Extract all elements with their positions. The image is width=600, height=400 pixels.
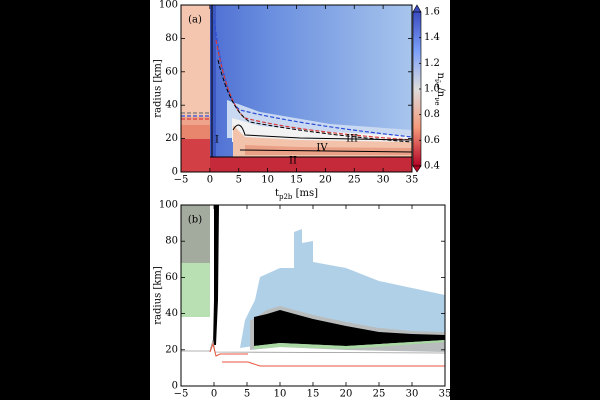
colorbar-tick-label: 0.8 xyxy=(424,109,440,120)
region-label: IV xyxy=(316,143,328,154)
y-tick-label: 60 xyxy=(165,66,178,77)
x-tick-label: 35 xyxy=(406,175,419,186)
colorbar-tick-label: 1.4 xyxy=(424,32,440,43)
side-bar xyxy=(450,0,600,400)
y-tick-label: 20 xyxy=(165,344,178,355)
y-tick-label: 80 xyxy=(165,33,178,44)
x-tick-label: 30 xyxy=(406,389,419,400)
side-bar xyxy=(0,0,150,400)
x-tick-label: 25 xyxy=(373,389,386,400)
colorbar-label-part: n xyxy=(436,72,447,79)
colorbar-tick-label: 1.2 xyxy=(424,58,440,69)
x-tick-label: 10 xyxy=(274,389,287,400)
x-axis-label-part: p2b xyxy=(279,193,293,201)
colorbar-label-part: νe xyxy=(433,97,441,105)
contour-field-a xyxy=(181,5,412,172)
panel-label: (a) xyxy=(188,15,202,26)
x-tick-label: 0 xyxy=(207,175,213,186)
x-axis-label: tp2b [ms] xyxy=(275,188,318,202)
region-label: I xyxy=(215,135,219,146)
y-tick-label: 40 xyxy=(165,308,178,319)
x-axis-label-part: t xyxy=(275,188,279,199)
x-tick-label: −5 xyxy=(174,175,189,186)
x-tick-label: 10 xyxy=(261,175,274,186)
y-tick-label: 100 xyxy=(159,200,178,211)
x-axis-label-part: [ms] xyxy=(292,188,318,199)
panel-label: (b) xyxy=(188,215,202,226)
x-tick-label: 20 xyxy=(340,389,353,400)
colorbar-tick-label: 0.6 xyxy=(424,135,440,146)
x-tick-label: −5 xyxy=(174,389,189,400)
colorbar-tick-label: 0.4 xyxy=(424,161,440,172)
y-tick-label: 0 xyxy=(172,167,178,178)
colorbar-label-part: ν̄e xyxy=(433,79,441,87)
y-axis-label: radius [km] xyxy=(153,59,164,118)
y-tick-label: 0 xyxy=(172,381,178,392)
region-label: III xyxy=(346,134,358,145)
y-tick-label: 60 xyxy=(165,272,178,283)
contour-field-b xyxy=(181,205,445,367)
y-tick-label: 40 xyxy=(165,100,178,111)
y-axis-label: radius [km] xyxy=(153,266,164,325)
y-tick-label: 100 xyxy=(159,0,178,11)
x-tick-label: 30 xyxy=(377,175,390,186)
colorbar-extend xyxy=(412,165,422,173)
x-tick-label: 25 xyxy=(348,175,361,186)
colorbar-label: nν̄e/nνe xyxy=(433,72,447,105)
region-label: II xyxy=(289,156,297,167)
colorbar-tick-label: 1.0 xyxy=(424,84,440,95)
x-tick-label: 15 xyxy=(307,389,320,400)
x-tick-label: 5 xyxy=(244,389,250,400)
x-tick-label: 15 xyxy=(290,175,303,186)
x-tick-label: 20 xyxy=(319,175,332,186)
x-tick-label: 35 xyxy=(439,389,452,400)
x-tick-label: 0 xyxy=(211,389,217,400)
colorbar-tick-label: 1.6 xyxy=(424,7,440,18)
x-tick-label: 5 xyxy=(236,175,242,186)
y-tick-label: 80 xyxy=(165,236,178,247)
colorbar-label-part: /n xyxy=(436,87,447,97)
y-tick-label: 20 xyxy=(165,133,178,144)
